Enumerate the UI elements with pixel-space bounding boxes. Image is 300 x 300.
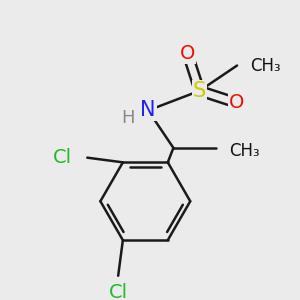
Text: O: O [230,94,245,112]
Text: Cl: Cl [53,148,72,167]
Text: CH₃: CH₃ [250,56,281,74]
Text: Cl: Cl [109,283,128,300]
Text: CH₃: CH₃ [229,142,259,160]
Text: S: S [193,81,206,101]
Text: H: H [121,109,134,127]
Text: N: N [140,100,156,121]
Text: O: O [180,44,195,63]
